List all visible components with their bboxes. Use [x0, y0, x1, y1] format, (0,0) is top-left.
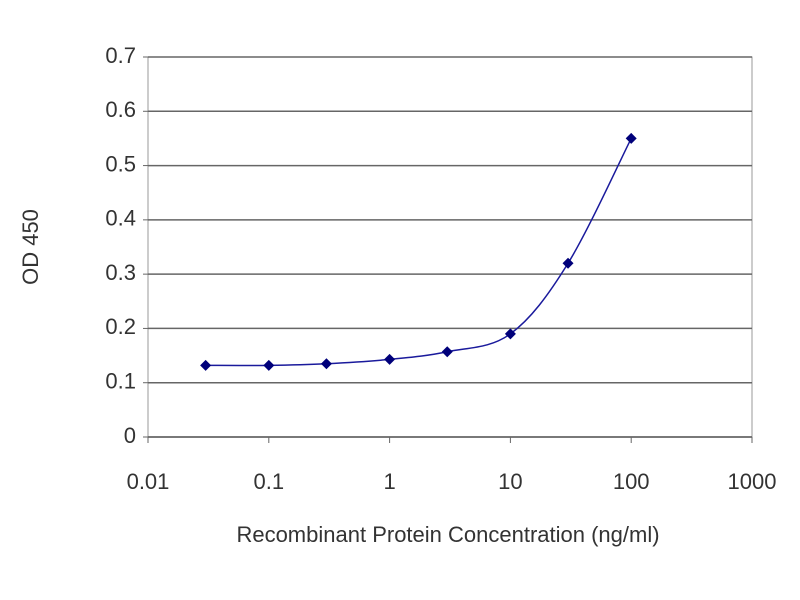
x-tick-label: 1000	[728, 469, 777, 494]
y-tick-label: 0.2	[105, 314, 136, 339]
x-tick-label: 10	[498, 469, 522, 494]
data-point	[441, 346, 453, 358]
y-tick-label: 0.1	[105, 369, 136, 394]
y-tick-label: 0	[124, 423, 136, 448]
y-tick-label: 0.6	[105, 97, 136, 122]
x-tick-label: 1	[383, 469, 395, 494]
y-axis-label: OD 450	[18, 209, 43, 285]
plot-area	[147, 56, 753, 438]
y-tick-label: 0.3	[105, 260, 136, 285]
data-point	[562, 257, 574, 269]
data-point	[263, 359, 275, 371]
data-point	[200, 359, 212, 371]
x-tick-label: 0.1	[254, 469, 285, 494]
data-point	[320, 358, 332, 370]
x-tick-label: 0.01	[127, 469, 170, 494]
data-point	[625, 132, 637, 144]
data-point	[384, 353, 396, 365]
x-tick-label: 100	[613, 469, 650, 494]
y-tick-label: 0.7	[105, 43, 136, 68]
x-axis-label: Recombinant Protein Concentration (ng/ml…	[236, 522, 659, 547]
y-tick-label: 0.5	[105, 151, 136, 176]
data-point	[504, 328, 516, 340]
y-tick-label: 0.4	[105, 206, 136, 231]
